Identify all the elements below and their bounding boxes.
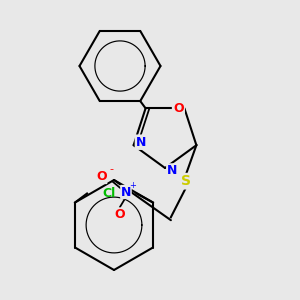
Text: O: O — [115, 208, 125, 221]
Text: N: N — [136, 136, 146, 149]
Text: N: N — [121, 185, 131, 199]
Text: +: + — [129, 182, 136, 190]
Text: N: N — [167, 164, 178, 178]
Text: O: O — [96, 170, 107, 184]
Text: S: S — [181, 174, 191, 188]
Text: -: - — [109, 164, 113, 175]
Text: Cl: Cl — [102, 187, 115, 200]
Text: O: O — [173, 102, 184, 115]
